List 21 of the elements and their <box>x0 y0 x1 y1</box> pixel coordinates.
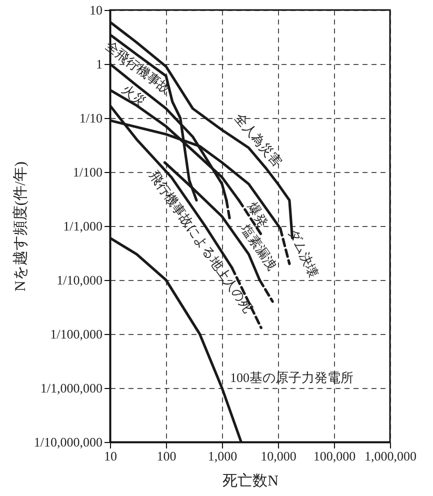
x-tick-label: 1,000 <box>208 448 238 464</box>
text: ダム決壊 <box>286 226 322 280</box>
x-tick-label: 10,000 <box>260 448 296 464</box>
y-tick-label: 1/1,000 <box>63 218 102 234</box>
x-tick-label: 100 <box>156 448 176 464</box>
y-tick-label: 1/10 <box>79 110 102 126</box>
y-tick-label: 1/1,000,000 <box>40 380 102 396</box>
y-tick-label: 1 <box>96 56 102 72</box>
text: 火災 <box>119 82 149 110</box>
y-tick-label: 1/100,000 <box>50 326 102 342</box>
x-tick-label: 100,000 <box>313 448 356 464</box>
x-tick-label: 1,000,000 <box>364 448 416 464</box>
series-label: 100基の原子力発電所 <box>230 370 354 385</box>
x-tick-label: 10 <box>104 448 117 464</box>
y-tick-label: 10 <box>90 2 102 18</box>
y-tick-label: 1/10,000,000 <box>34 434 102 450</box>
y-tick-label: 1/100 <box>72 164 102 180</box>
y-tick-label: 1/10,000 <box>56 272 102 288</box>
y-axis-title: Nを越す頻度(件/年) <box>12 162 29 292</box>
x-axis-title: 死亡数N <box>222 472 279 490</box>
text: 全人為災害 <box>232 110 285 170</box>
